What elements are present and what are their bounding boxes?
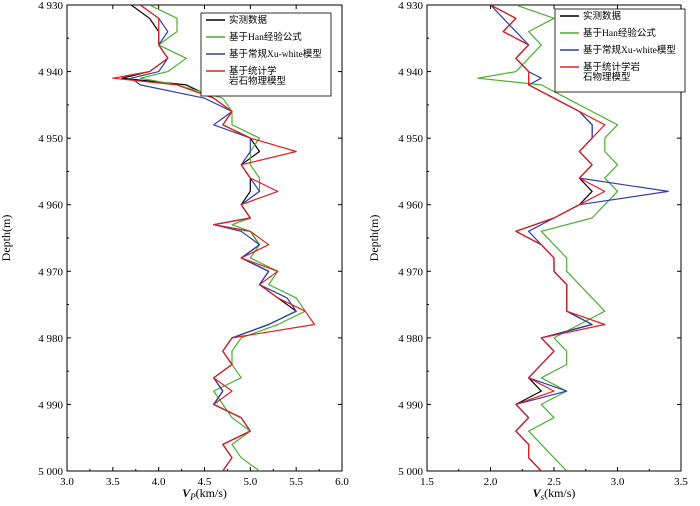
x-tick-label: 3.0: [60, 476, 74, 488]
x-axis-label-main: V: [533, 486, 542, 500]
x-axis-label-main: V: [182, 486, 191, 500]
series-line-2: [490, 5, 669, 471]
y-tick-label: 4 950: [38, 133, 63, 145]
y-axis-label: Depth(m): [0, 215, 13, 262]
legend-label: 基于Han经验公式: [583, 27, 656, 39]
y-tick-label: 4 930: [38, 0, 63, 12]
x-tick-label: 2.0: [484, 476, 498, 488]
series-line-3: [490, 5, 606, 471]
x-axis-label-unit: (km/s): [544, 486, 575, 500]
x-tick-label: 3.0: [611, 476, 625, 488]
y-axis-label: Depth(m): [367, 215, 381, 262]
x-axis-label-unit: (km/s): [196, 486, 227, 500]
y-tick-label: 4 960: [38, 200, 63, 212]
x-tick-label: 1.5: [420, 476, 434, 488]
legend-label: 实测数据: [583, 10, 622, 22]
y-tick-label: 4 980: [398, 333, 423, 345]
x-axis-label-sub: P: [189, 492, 196, 501]
y-tick-label: 5 000: [398, 466, 423, 478]
x-tick-label: 3.5: [674, 476, 688, 488]
x-axis-label: VP(km/s): [182, 486, 227, 501]
y-tick-label: 4 930: [398, 0, 423, 12]
y-tick-label: 4 970: [38, 266, 63, 278]
legend-label: 基于统计学: [229, 65, 277, 77]
x-tick-label: 2.5: [547, 476, 561, 488]
legend-label: 基于统计学岩: [583, 61, 640, 73]
x-axis-label: Vs(km/s): [533, 486, 576, 501]
y-tick-label: 4 940: [38, 67, 63, 79]
series-group: [477, 5, 669, 471]
y-tick-label: 4 990: [398, 399, 423, 411]
legend-label: 石物理模型: [583, 71, 631, 83]
legend-label: 实测数据: [229, 14, 268, 26]
x-tick-label: 4.5: [198, 476, 212, 488]
y-tick-label: 4 980: [38, 333, 63, 345]
y-tick-label: 5 000: [38, 466, 63, 478]
x-tick-label: 6.0: [335, 476, 349, 488]
legend-label: 基于常规Xu-white模型: [229, 48, 322, 60]
x-axis-label-sub: s: [541, 492, 545, 501]
series-group: [112, 5, 316, 471]
y-tick-label: 4 960: [398, 200, 423, 212]
x-tick-label: 5.5: [289, 476, 303, 488]
y-tick-label: 4 970: [398, 266, 423, 278]
chart-vs: 1.5 2.0 2.5 3.0 3.5 4 930 4 940 4 950 4 960 4 970…: [367, 0, 688, 502]
series-line-1: [139, 5, 306, 471]
x-tick-label: 3.5: [106, 476, 120, 488]
y-tick-label: 4 990: [38, 399, 63, 411]
y-tick-label: 4 950: [398, 133, 423, 145]
chart-vp: 3.0 3.5 4.0 4.5 5.0 5.5 6.0 4 930 4 940 4 950 4 96…: [0, 0, 349, 502]
legend-label: 岩石物理模型: [229, 75, 287, 87]
legend-label: 基于Han经验公式: [229, 31, 302, 43]
legend-label: 基于常规Xu-white模型: [583, 44, 676, 56]
x-tick-label: 4.0: [152, 476, 166, 488]
x-tick-label: 5.0: [243, 476, 257, 488]
y-tick-label: 4 940: [398, 67, 423, 79]
series-line-3: [112, 5, 316, 471]
series-line-2: [130, 5, 297, 471]
